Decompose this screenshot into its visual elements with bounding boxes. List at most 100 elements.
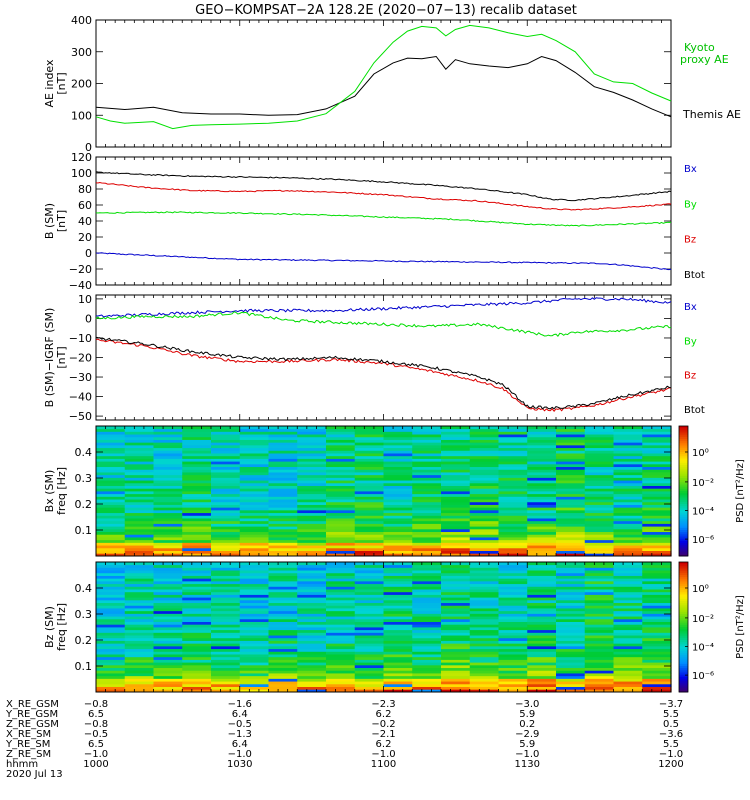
- spectrogram-cell: [498, 656, 528, 660]
- colorbar-tick-label: 10⁻⁴: [692, 643, 714, 654]
- spectrogram-cell: [182, 520, 212, 524]
- spectrogram-cell: [469, 589, 500, 593]
- spectrogram-cell: [383, 629, 413, 633]
- spectrogram-cell: [211, 578, 241, 582]
- spectrogram-cell: [182, 610, 212, 614]
- spectrogram-cell: [584, 643, 615, 647]
- ephemeris-value: −0.5: [84, 729, 108, 740]
- colorbar-segment: [679, 536, 688, 540]
- spectrogram-cell: [642, 562, 672, 566]
- spectrogram-cell: [584, 463, 615, 468]
- spectrogram-cell: [124, 461, 155, 465]
- spectrogram-cell: [584, 689, 615, 693]
- spectrogram-cell: [153, 501, 183, 505]
- spectrogram-cell: [441, 542, 471, 546]
- spectrogram-cell: [642, 469, 672, 473]
- spectrogram-cell: [354, 624, 385, 628]
- ephemeris-value: 1030: [227, 759, 252, 770]
- spectrogram-cell: [354, 550, 385, 554]
- spectrogram-cell: [383, 474, 413, 478]
- spectrogram-cell: [469, 434, 500, 438]
- spectrogram-cell: [383, 480, 413, 484]
- spectrogram-cell: [412, 491, 442, 495]
- spectrogram-cell: [268, 537, 298, 541]
- spectrogram-cell: [556, 463, 586, 468]
- spectrogram-cell: [354, 567, 385, 571]
- spectrogram-cell: [182, 501, 212, 505]
- spectrogram-cell: [354, 602, 385, 606]
- spectrogram-cell: [441, 562, 471, 566]
- spectrogram-cell: [584, 610, 615, 614]
- spectrogram-cell: [383, 463, 413, 468]
- spectrogram-cell: [642, 673, 672, 677]
- spectrogram-cell: [498, 472, 528, 476]
- spectrogram-cell: [412, 474, 442, 478]
- spectrogram-cell: [584, 482, 615, 486]
- spectrogram-cell: [556, 534, 586, 538]
- spectrogram-cell: [354, 466, 385, 470]
- spectrogram-cell: [124, 602, 155, 606]
- spectrogram-cell: [354, 531, 385, 535]
- spectrogram-cell: [412, 520, 442, 524]
- spectrogram-cell: [297, 648, 327, 652]
- spectrogram-cell: [211, 436, 241, 440]
- spectrogram-cell: [268, 621, 298, 625]
- spectrogram-cell: [239, 681, 270, 685]
- spectrogram-cell: [153, 461, 183, 465]
- spectrogram-cell: [527, 547, 557, 551]
- spectrogram-cell: [182, 599, 212, 604]
- spectrogram-cell: [354, 689, 385, 693]
- y-tick-label: 100: [71, 109, 92, 122]
- spectrogram-cell: [642, 531, 672, 535]
- colorbar-segment: [679, 640, 688, 643]
- spectrogram-cell: [441, 477, 471, 481]
- spectrogram-cell: [153, 640, 183, 644]
- spectrogram-cell: [556, 683, 586, 687]
- spectrogram-cell: [297, 436, 327, 440]
- ephemeris-value: −0.5: [228, 719, 252, 730]
- spectrogram-cell: [96, 616, 126, 620]
- spectrogram-cell: [211, 597, 241, 601]
- spectrogram-cell: [211, 458, 241, 462]
- y-axis-label: Bx (SM): [43, 470, 56, 513]
- spectrogram-cell: [297, 550, 327, 554]
- spectrogram-cell: [613, 597, 643, 601]
- spectrogram-cell: [469, 602, 500, 606]
- spectrogram-cell: [211, 675, 241, 679]
- spectrogram-cell: [556, 428, 586, 432]
- spectrogram-cell: [153, 466, 183, 470]
- spectrogram-cell: [412, 528, 442, 533]
- spectrogram-cell: [268, 553, 298, 557]
- spectrogram-cell: [354, 608, 385, 612]
- spectrogram-cell: [297, 537, 327, 541]
- spectrogram-cell: [297, 520, 327, 524]
- spectrogram-cell: [182, 455, 212, 459]
- spectrogram-cell: [354, 648, 385, 652]
- spectrogram-cell: [239, 518, 270, 522]
- spectrogram-cell: [556, 605, 586, 609]
- spectrogram-cell: [556, 678, 586, 682]
- spectrogram-cell: [297, 632, 327, 636]
- spectrogram-cell: [584, 539, 615, 543]
- spectrogram-cell: [297, 643, 327, 647]
- spectrogram-cell: [556, 542, 586, 546]
- spectrogram-cell: [96, 523, 126, 527]
- spectrogram-cell: [96, 504, 126, 508]
- spectrogram-cell: [556, 509, 586, 514]
- spectrogram-cell: [556, 659, 586, 663]
- spectrogram-cell: [556, 501, 586, 505]
- spectrogram-cell: [211, 635, 241, 639]
- spectrogram-cell: [96, 469, 126, 473]
- spectrogram-cell: [498, 426, 528, 430]
- spectrogram-cell: [441, 515, 471, 519]
- spectrogram-cell: [527, 635, 557, 639]
- spectrogram-cell: [182, 480, 212, 484]
- spectrogram-cell: [211, 673, 241, 677]
- spectrogram-cell: [527, 542, 557, 546]
- spectrogram-cell: [354, 654, 385, 658]
- spectrogram-cell: [469, 683, 500, 687]
- spectrogram-cell: [556, 496, 586, 500]
- spectrogram-cell: [469, 493, 500, 497]
- spectrogram-cell: [642, 667, 672, 671]
- spectrogram-cell: [326, 553, 356, 557]
